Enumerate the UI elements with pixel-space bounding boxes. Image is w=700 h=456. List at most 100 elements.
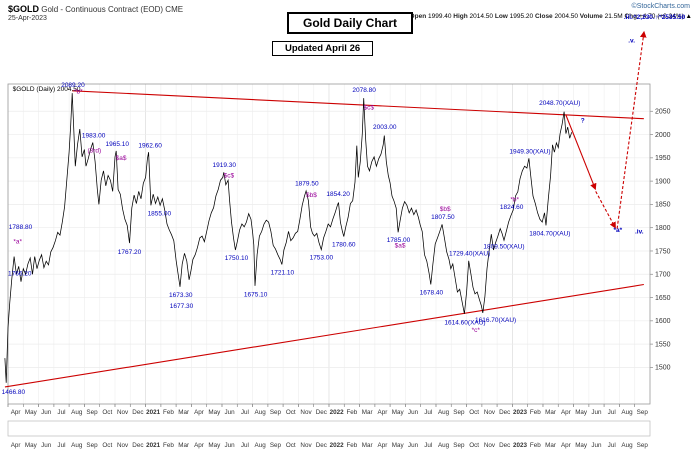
chart-annotation: 1785.00 (387, 237, 411, 244)
chart-annotation: 1753.00 (310, 254, 334, 261)
x-axis-label: Aug (255, 409, 267, 416)
x-axis-label: 2021 (146, 409, 161, 416)
quote-label: Open (409, 13, 428, 20)
x-axis-label: 2022 (330, 442, 345, 449)
y-axis-label: 1750 (655, 248, 671, 255)
x-axis-label: Jul (424, 409, 432, 416)
x-axis-label: Jul (57, 409, 65, 416)
x-axis-label: Nov (117, 409, 129, 416)
x-axis-label: Jul (241, 409, 249, 416)
chart-annotation: 2048.70(XAU) (539, 100, 580, 107)
x-axis-label: May (575, 409, 588, 416)
x-axis-label: Feb (346, 442, 357, 449)
y-axis-label: 1800 (655, 225, 671, 232)
chart-annotation: 1854.20 (326, 191, 350, 198)
chart-annotation: 1824.60 (500, 204, 524, 211)
x-axis-label: Apr (378, 409, 388, 416)
x-axis-label: Sep (86, 442, 98, 449)
chart-annotation: 2089.20 (61, 82, 85, 89)
x-axis-label: May (575, 442, 588, 449)
x-axis-label: Nov (484, 409, 496, 416)
chart-annotation: 1788.80 (9, 224, 33, 231)
x-axis-label: Dec (316, 442, 327, 449)
x-axis-label: Oct (286, 442, 296, 449)
x-axis-label: Mar (362, 442, 373, 449)
chart-annotation: $b$ (440, 206, 451, 213)
chart-annotation: 1807.50 (431, 214, 455, 221)
x-axis-label: May (208, 409, 221, 416)
chart-annotation: 1616.70(XAU) (475, 317, 516, 324)
x-axis-label: Jun (408, 442, 419, 449)
chart-title-box: Gold Daily Chart (287, 12, 414, 34)
y-axis-label: 1700 (655, 272, 671, 279)
chart-annotation: 1678.40 (420, 289, 444, 296)
x-axis-label: Aug (621, 442, 633, 449)
x-axis-label: Dec (316, 409, 327, 416)
y-axis-label: 1900 (655, 178, 671, 185)
x-axis-label: Feb (346, 409, 357, 416)
quote-label: Volume (579, 13, 605, 20)
x-axis-label: Jul (57, 442, 65, 449)
chart-annotation: 1677.30 (170, 303, 194, 310)
y-axis-label: 1550 (655, 341, 671, 348)
x-axis-label: Dec (499, 442, 510, 449)
chart-annotation: 1780.60 (332, 241, 356, 248)
x-axis-label: Aug (255, 442, 267, 449)
y-axis-label: 1850 (655, 202, 671, 209)
chart-annotation: 1804.70(XAU) (529, 230, 570, 237)
x-axis-label: Dec (499, 409, 510, 416)
chart-annotation: .v. (628, 37, 635, 44)
x-axis-label: Dec (132, 409, 143, 416)
x-axis-label: Apr (378, 442, 388, 449)
chart-annotation: 1750.10 (225, 255, 249, 262)
x-axis-label: Apr (11, 442, 21, 449)
x-axis-label: Feb (530, 442, 541, 449)
x-axis-label: Jun (41, 409, 52, 416)
chart-annotation: 1983.00 (82, 132, 106, 139)
chart-annotation: 1962.60 (138, 142, 162, 149)
chart-annotation: 2078.80 (352, 87, 376, 94)
projection-arrow (595, 191, 616, 229)
trendline (72, 90, 644, 120)
x-axis-label: Mar (545, 442, 556, 449)
x-axis-label: Sep (453, 409, 465, 416)
x-axis-label: Feb (163, 409, 174, 416)
x-axis-label: Sep (86, 409, 98, 416)
y-axis-label: 1950 (655, 155, 671, 162)
chart-annotation: 1855.00 (148, 211, 172, 218)
chart-annotation: .iv. (635, 228, 644, 235)
x-axis-label: Nov (300, 409, 312, 416)
x-axis-label: Sep (637, 442, 649, 449)
x-axis-label: Mar (178, 442, 189, 449)
lower-panel (7, 420, 651, 437)
price-line (4, 93, 573, 383)
chart-annotation: (3rd) (87, 147, 101, 154)
x-axis-label: Oct (469, 442, 479, 449)
chart-annotation: $c$ (224, 173, 235, 180)
chart-annotation: 1809.50(XAU) (483, 243, 524, 250)
y-axis-label: 1650 (655, 295, 671, 302)
chart-annotation: *a* (13, 239, 22, 246)
quote-value: 1999.40 (427, 13, 454, 20)
x-axis-label: Aug (71, 409, 83, 416)
trendline (4, 283, 644, 388)
ticker-symbol: $GOLD (8, 4, 40, 14)
quote-label: Chg (624, 13, 639, 20)
chart-annotation: $a$ (116, 155, 127, 162)
chart-annotation: 1673.30 (169, 292, 193, 299)
chart-annotation: 1919.30 (213, 162, 237, 169)
x-axis-label: Oct (102, 442, 112, 449)
quote-value: 2014.50 (469, 13, 495, 20)
x-axis-label: Jun (225, 409, 236, 416)
x-axis-label: Jul (424, 442, 432, 449)
x-axis-label: Jun (41, 442, 52, 449)
x-axis-label: Nov (484, 442, 496, 449)
projection-arrow (616, 30, 647, 229)
quote-label: Low (494, 13, 510, 20)
chart-annotation: *b* (510, 197, 519, 204)
x-axis-label: Apr (11, 409, 21, 416)
x-axis-label: 2023 (513, 409, 528, 416)
x-axis-label: Oct (286, 409, 296, 416)
quote-value: 1995.20 (509, 13, 535, 20)
